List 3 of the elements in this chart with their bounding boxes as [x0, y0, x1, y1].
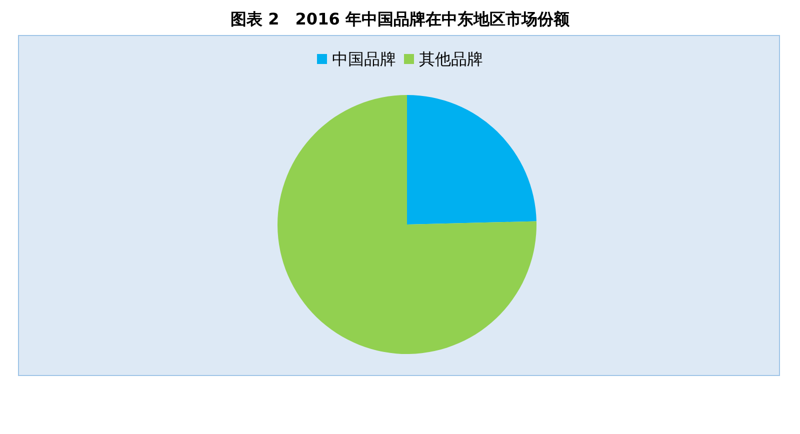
legend-label: 其他品牌: [419, 50, 483, 68]
chart-title: 图表 2 2016 年中国品牌在中东地区市场份额: [230, 10, 570, 28]
legend-label: 中国品牌: [332, 50, 396, 68]
